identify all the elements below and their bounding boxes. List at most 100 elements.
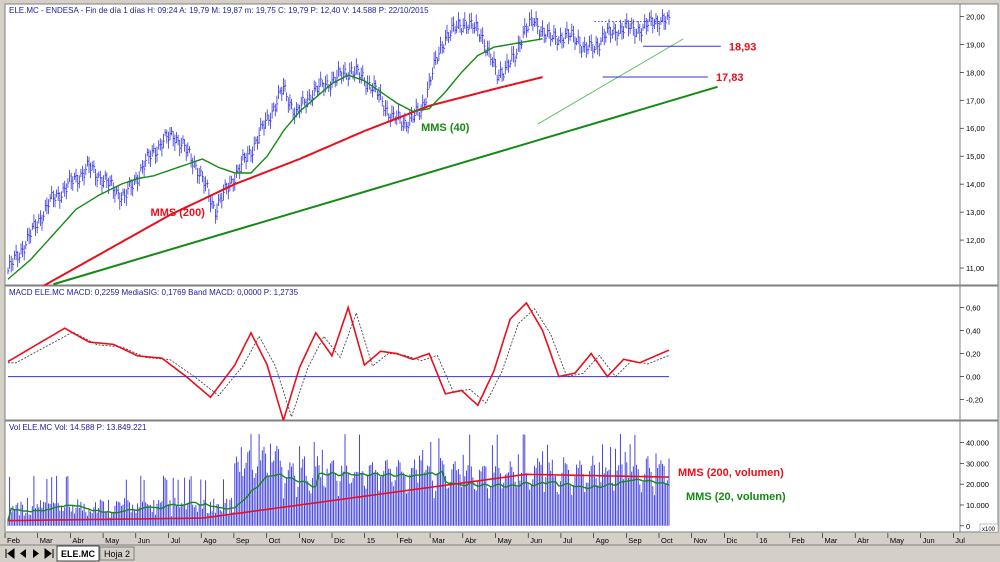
macd-line: [7, 301, 670, 424]
month-label: Mar: [40, 536, 53, 545]
volume-y-axis: 40.000 30.000 20.000 10.000 0: [960, 438, 989, 531]
volume-bars: [7, 434, 670, 526]
month-label: Feb: [792, 536, 805, 545]
short-term-trendline: [537, 38, 684, 125]
month-label: Mar: [432, 536, 445, 545]
tab-ele-mc-bg: [56, 545, 100, 562]
month-label: Dic: [726, 536, 737, 545]
x-axis-months: Feb Mar Abr May Jun Jul Ago Sep Oct Nov Dic 15 Feb Ma…: [4, 533, 965, 545]
tab-hoja-2-label: Hoja 2: [104, 549, 130, 559]
macd-plot-area: [4, 285, 961, 421]
month-label: Abr: [72, 536, 84, 545]
annotation-mms40: MMS (40): [421, 122, 470, 134]
price-ohlc-bars: [7, 9, 671, 275]
volume-mms20-line: [7, 470, 670, 521]
price-tick-label: 12,00: [966, 236, 985, 245]
month-label: Nov: [301, 536, 315, 545]
annotation-mms200: MMS (200): [151, 207, 206, 219]
price-tick-label: 19,00: [966, 40, 985, 49]
tab-ele-mc[interactable]: ELE.MC: [56, 545, 100, 562]
tab-nav-first-button[interactable]: [5, 548, 15, 559]
mms200-line: [39, 76, 543, 289]
month-label: Nov: [694, 536, 708, 545]
month-label: Oct: [661, 536, 674, 545]
nav-next-icon: [33, 549, 39, 558]
macd-axis-area: [959, 285, 999, 421]
sheet-tabs-bar: ELE.MC Hoja 2: [0, 544, 1000, 562]
month-label: 16: [759, 536, 767, 545]
macd-tick-label: 0,60: [966, 304, 981, 313]
macd-panel: MACD ELE.MC MACD: 0,2259 MediaSIG: 0,176…: [4, 285, 999, 424]
month-label: Ago: [596, 536, 609, 545]
month-label: Abr: [465, 536, 477, 545]
month-label: May: [498, 536, 512, 545]
long-term-trendline: [53, 85, 718, 286]
month-label: Jun: [530, 536, 542, 545]
price-tick-label: 16,00: [966, 124, 985, 133]
month-label: Dic: [334, 536, 345, 545]
nav-first-icon: [5, 548, 15, 559]
month-label: Ago: [203, 536, 216, 545]
price-tick-label: 14,00: [966, 180, 985, 189]
price-series: MMS (200) MMS (40) 18,93 17,83: [7, 9, 757, 289]
price-tick-label: 20,00: [966, 12, 985, 21]
month-label: Sep: [628, 536, 641, 545]
price-y-axis: 20,00 19,00 18,00 17,00 16,00 15,00 14,00 13,00…: [960, 12, 985, 273]
volume-panel: Vol ELE.MC Vol: 14.588 P: 13.849.221 40.…: [4, 420, 999, 533]
tab-nav-prev-button[interactable]: [20, 549, 26, 558]
month-label: Mar: [825, 536, 838, 545]
volume-series: [7, 434, 670, 526]
volume-tick-label: 10.000: [966, 501, 989, 510]
macd-y-axis: 0,60 0,40 0,20 0,00 -0,20: [960, 304, 983, 405]
month-label: Feb: [7, 536, 20, 545]
macd-tick-label: 0,00: [966, 373, 981, 382]
price-tick-label: 15,00: [966, 152, 985, 161]
month-label: Oct: [269, 536, 282, 545]
price-plot-area: [4, 3, 961, 286]
volume-tick-label: 40.000: [966, 438, 989, 447]
month-label: Jun: [923, 536, 935, 545]
annotation-mms20-volumen: MMS (20, volumen): [686, 491, 786, 503]
annotation-level-18-93: 18,93: [729, 41, 757, 53]
macd-header: MACD ELE.MC MACD: 0,2259 MediaSIG: 0,176…: [9, 288, 299, 297]
macd-tick-label: 0,40: [966, 327, 981, 336]
tab-nav-last-button[interactable]: [44, 548, 54, 559]
mms40-line: [7, 38, 543, 280]
price-tick-label: 18,00: [966, 68, 985, 77]
tab-nav-next-button[interactable]: [33, 549, 39, 558]
volume-mms200-line: [8, 473, 670, 522]
month-label: Jun: [138, 536, 150, 545]
tabs-bar-background: [0, 545, 1000, 562]
scale-corner-box[interactable]: [979, 523, 999, 533]
month-label: Feb: [399, 536, 412, 545]
price-tick-label: 13,00: [966, 208, 985, 217]
tab-hoja-2[interactable]: Hoja 2: [99, 546, 135, 561]
nav-last-icon: [44, 548, 54, 559]
month-label: May: [105, 536, 119, 545]
month-label: Abr: [857, 536, 869, 545]
month-label: 15: [367, 536, 375, 545]
month-label: May: [890, 536, 904, 545]
month-label: Jul: [171, 536, 181, 545]
price-tick-label: 11,00: [966, 264, 984, 273]
macd-tick-label: 0,20: [966, 350, 981, 359]
macd-series: [7, 301, 670, 424]
volume-tick-label: 0: [966, 522, 970, 531]
price-tick-label: 17,00: [966, 96, 985, 105]
month-label: Jul: [563, 536, 573, 545]
volume-header: Vol ELE.MC Vol: 14.588 P: 13.849.221: [9, 423, 147, 432]
volume-axis-area: [959, 420, 999, 533]
price-axis-area: [959, 3, 999, 286]
volume-tick-label: 20.000: [966, 480, 989, 489]
annotation-level-17-83: 17,83: [716, 72, 744, 84]
macd-signal-line: [8, 308, 670, 419]
volume-tick-label: 30.000: [966, 459, 989, 468]
macd-tick-label: -0,20: [966, 396, 983, 405]
month-label: Jul: [955, 536, 965, 545]
scale-corner-label: x100: [982, 527, 996, 533]
nav-prev-icon: [20, 549, 26, 558]
tab-hoja-2-bg: [99, 546, 135, 561]
month-label: Sep: [236, 536, 249, 545]
annotation-mms200-volumen: MMS (200, volumen): [678, 467, 784, 479]
